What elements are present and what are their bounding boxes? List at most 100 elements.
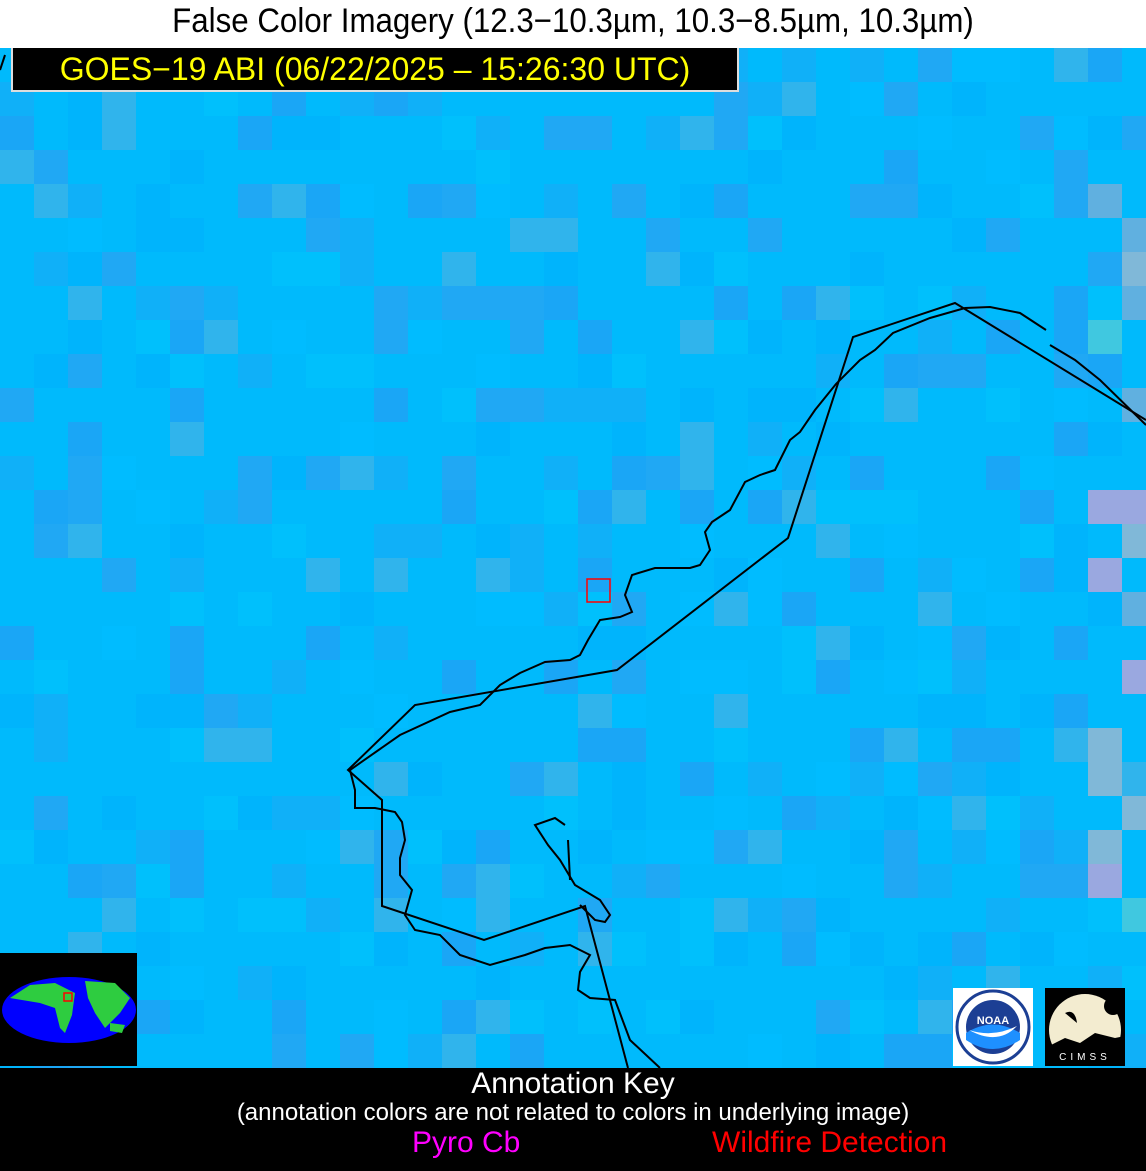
image-pixel-tile bbox=[1054, 626, 1088, 660]
image-pixel-tile bbox=[0, 830, 34, 864]
image-pixel-tile bbox=[68, 320, 102, 354]
image-pixel-tile bbox=[646, 1000, 680, 1034]
image-pixel-tile bbox=[102, 626, 136, 660]
image-pixel-tile bbox=[170, 558, 204, 592]
image-pixel-tile bbox=[340, 1034, 374, 1068]
image-pixel-tile bbox=[544, 184, 578, 218]
image-pixel-tile bbox=[816, 1000, 850, 1034]
image-pixel-tile bbox=[952, 932, 986, 966]
image-pixel-tile bbox=[748, 388, 782, 422]
image-pixel-tile bbox=[1122, 1034, 1146, 1068]
image-pixel-tile bbox=[884, 82, 918, 116]
image-pixel-tile bbox=[680, 422, 714, 456]
image-pixel-tile bbox=[850, 184, 884, 218]
image-pixel-tile bbox=[748, 150, 782, 184]
image-pixel-tile bbox=[850, 728, 884, 762]
image-pixel-tile bbox=[442, 286, 476, 320]
image-pixel-tile bbox=[204, 490, 238, 524]
image-pixel-tile bbox=[544, 592, 578, 626]
image-pixel-tile bbox=[986, 456, 1020, 490]
image-pixel-tile bbox=[476, 388, 510, 422]
image-pixel-tile bbox=[170, 354, 204, 388]
image-pixel-tile bbox=[272, 660, 306, 694]
image-pixel-tile bbox=[748, 82, 782, 116]
image-pixel-tile bbox=[646, 830, 680, 864]
image-pixel-tile bbox=[136, 932, 170, 966]
image-pixel-tile bbox=[340, 660, 374, 694]
image-pixel-tile bbox=[170, 1000, 204, 1034]
image-pixel-tile bbox=[510, 932, 544, 966]
image-pixel-tile bbox=[1054, 150, 1088, 184]
image-pixel-tile bbox=[748, 830, 782, 864]
image-pixel-tile bbox=[782, 626, 816, 660]
image-pixel-tile bbox=[0, 388, 34, 422]
image-pixel-tile bbox=[544, 286, 578, 320]
image-pixel-tile bbox=[850, 626, 884, 660]
image-pixel-tile bbox=[612, 456, 646, 490]
image-pixel-tile bbox=[1088, 592, 1122, 626]
image-pixel-tile bbox=[476, 150, 510, 184]
image-pixel-tile bbox=[510, 286, 544, 320]
image-pixel-tile bbox=[952, 762, 986, 796]
image-pixel-tile bbox=[918, 116, 952, 150]
image-pixel-tile bbox=[170, 422, 204, 456]
image-pixel-tile bbox=[578, 932, 612, 966]
image-pixel-tile bbox=[102, 116, 136, 150]
image-pixel-tile bbox=[680, 184, 714, 218]
image-pixel-tile bbox=[374, 762, 408, 796]
image-pixel-tile bbox=[782, 82, 816, 116]
image-pixel-tile bbox=[1122, 966, 1146, 1000]
image-pixel-tile bbox=[714, 830, 748, 864]
image-pixel-tile bbox=[34, 184, 68, 218]
image-pixel-tile bbox=[884, 184, 918, 218]
image-pixel-tile bbox=[510, 558, 544, 592]
image-pixel-tile bbox=[850, 286, 884, 320]
image-pixel-tile bbox=[476, 558, 510, 592]
image-pixel-tile bbox=[1054, 184, 1088, 218]
image-pixel-tile bbox=[952, 558, 986, 592]
image-pixel-tile bbox=[680, 456, 714, 490]
annotation-key: Annotation Key (annotation colors are no… bbox=[0, 1068, 1146, 1171]
image-pixel-tile bbox=[986, 796, 1020, 830]
image-pixel-tile bbox=[1122, 252, 1146, 286]
image-pixel-tile bbox=[136, 1000, 170, 1034]
image-pixel-tile bbox=[1088, 320, 1122, 354]
coastline bbox=[533, 816, 612, 924]
image-pixel-tile bbox=[170, 524, 204, 558]
image-pixel-tile bbox=[918, 694, 952, 728]
image-pixel-tile bbox=[340, 184, 374, 218]
image-pixel-tile bbox=[0, 116, 34, 150]
image-pixel-tile bbox=[408, 320, 442, 354]
image-pixel-tile bbox=[680, 320, 714, 354]
image-pixel-tile bbox=[782, 796, 816, 830]
image-pixel-tile bbox=[986, 762, 1020, 796]
image-pixel-tile bbox=[748, 218, 782, 252]
image-pixel-tile bbox=[34, 490, 68, 524]
image-pixel-tile bbox=[238, 898, 272, 932]
image-pixel-tile bbox=[170, 320, 204, 354]
image-pixel-tile bbox=[986, 626, 1020, 660]
image-pixel-tile bbox=[952, 694, 986, 728]
image-pixel-tile bbox=[340, 252, 374, 286]
image-pixel-tile bbox=[68, 252, 102, 286]
image-pixel-tile bbox=[102, 898, 136, 932]
image-pixel-tile bbox=[748, 490, 782, 524]
coastlines bbox=[0, 54, 1146, 1068]
image-pixel-tile bbox=[510, 320, 544, 354]
annotation-key-title: Annotation Key bbox=[471, 1067, 675, 1100]
satellite-label: GOES−19 ABI (06/22/2025 – 15:26:30 UTC) bbox=[11, 48, 739, 92]
coastline bbox=[0, 54, 6, 71]
image-pixel-tile bbox=[340, 456, 374, 490]
image-pixel-tile bbox=[1088, 490, 1122, 524]
image-pixel-tile bbox=[884, 864, 918, 898]
image-pixel-tile bbox=[1054, 830, 1088, 864]
image-pixel-tile bbox=[510, 218, 544, 252]
image-pixel-tile bbox=[612, 626, 646, 660]
image-pixel-tile bbox=[1054, 286, 1088, 320]
image-pixel-tile bbox=[476, 898, 510, 932]
image-pixel-tile bbox=[102, 558, 136, 592]
image-pixel-tile bbox=[1054, 864, 1088, 898]
image-pixel-tile bbox=[612, 864, 646, 898]
image-pixel-tile bbox=[408, 524, 442, 558]
image-pixel-tile bbox=[1088, 558, 1122, 592]
